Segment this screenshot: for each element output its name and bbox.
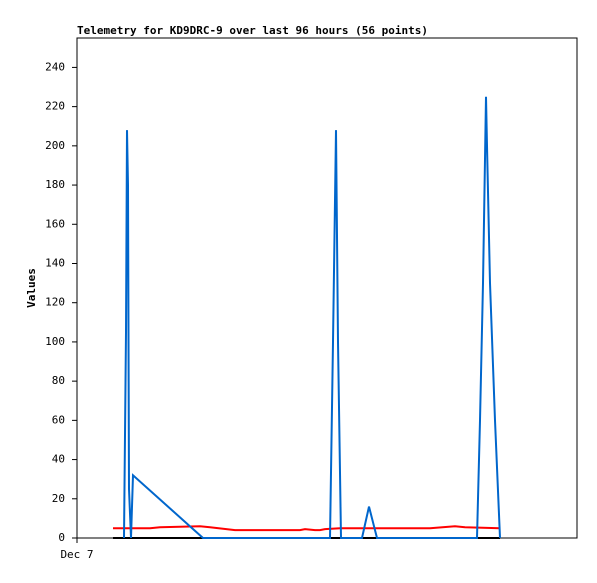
series-line [123,96,501,539]
plot-frame [76,37,578,539]
y-tick-label: 240 [45,60,65,73]
y-tick-label: 220 [45,100,65,113]
y-tick-label: 0 [58,531,65,544]
y-tick-label: 40 [52,453,65,466]
y-tick-label: 100 [45,335,65,348]
x-tick-label: Dec 7 [60,548,93,561]
y-tick-label: 80 [52,374,65,387]
y-tick-label: 160 [45,217,65,230]
y-tick-label: 180 [45,178,65,191]
y-tick-label: 140 [45,256,65,269]
y-tick-label: 200 [45,139,65,152]
y-tick-label: 120 [45,296,65,309]
series-line [113,525,501,532]
chart-title: Telemetry for KD9DRC-9 over last 96 hour… [77,24,428,37]
y-tick-label: 60 [52,413,65,426]
y-axis-label: Values [25,268,38,308]
y-tick-label: 20 [52,492,65,505]
